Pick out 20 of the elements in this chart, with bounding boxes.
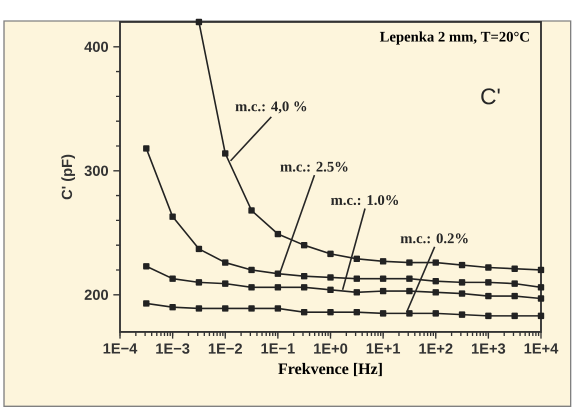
annotation: m.c.: 2.5% (280, 162, 348, 172)
x-tick-label: 1E+3 (472, 343, 506, 354)
x-tick-label: 1E+0 (314, 343, 348, 354)
y-tick-label: 200 (84, 290, 108, 300)
x-tick-label: 1E−1 (261, 343, 295, 354)
y-tick-label: 400 (84, 42, 108, 52)
y-axis-title: C' (pF) (61, 154, 75, 200)
annotation: m.c.: 1.0% (331, 195, 398, 206)
x-tick-label: 1E+2 (419, 343, 452, 354)
x-tick-label: 1E−4 (104, 343, 138, 354)
annotation: m.c.: 0.2% (400, 233, 468, 244)
annotation: m.c.: 4,0 % (235, 101, 306, 114)
x-axis-title: Frekvence [Hz] (278, 362, 382, 376)
x-tick-label: 1E+1 (366, 343, 400, 354)
text: Lepenka 2 mm, T=20°C (380, 31, 529, 45)
y-tick-label: 300 (84, 166, 108, 176)
x-tick-label: 1E−2 (208, 343, 242, 354)
annotation: C' (481, 88, 500, 104)
x-tick-label: 1E+4 (524, 343, 558, 354)
x-tick-label: 1E−3 (156, 343, 190, 354)
